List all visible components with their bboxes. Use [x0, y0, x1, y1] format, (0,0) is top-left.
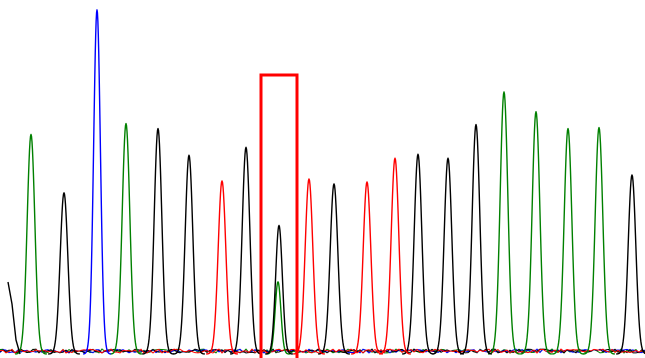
peak-0-0 [14, 133, 48, 355]
peak-2-2 [172, 154, 206, 355]
peak-2-9 [615, 174, 645, 355]
peak-1-0 [82, 9, 112, 355]
peak-2-3 [229, 146, 263, 355]
peak-0-3 [487, 91, 521, 355]
peak-2-0 [47, 192, 81, 355]
annotations [259, 73, 299, 358]
peak-0-1 [109, 122, 143, 355]
peak-2-5 [317, 183, 351, 355]
peak-3-2 [350, 181, 384, 355]
peak-2-4 [264, 224, 294, 355]
peak-0-6 [582, 126, 616, 355]
peak-2-7 [431, 157, 465, 355]
peak-0-5 [551, 127, 585, 355]
peak-3-0 [205, 180, 239, 355]
peak-3-3 [378, 157, 412, 355]
highlight-box-0 [259, 73, 299, 358]
edge-peak [7, 281, 21, 355]
trace-lines [7, 9, 645, 355]
peak-2-1 [141, 127, 175, 355]
peak-0-4 [519, 111, 553, 355]
peak-2-6 [401, 153, 435, 355]
peak-0-2 [265, 281, 291, 355]
peak-2-8 [459, 123, 493, 355]
